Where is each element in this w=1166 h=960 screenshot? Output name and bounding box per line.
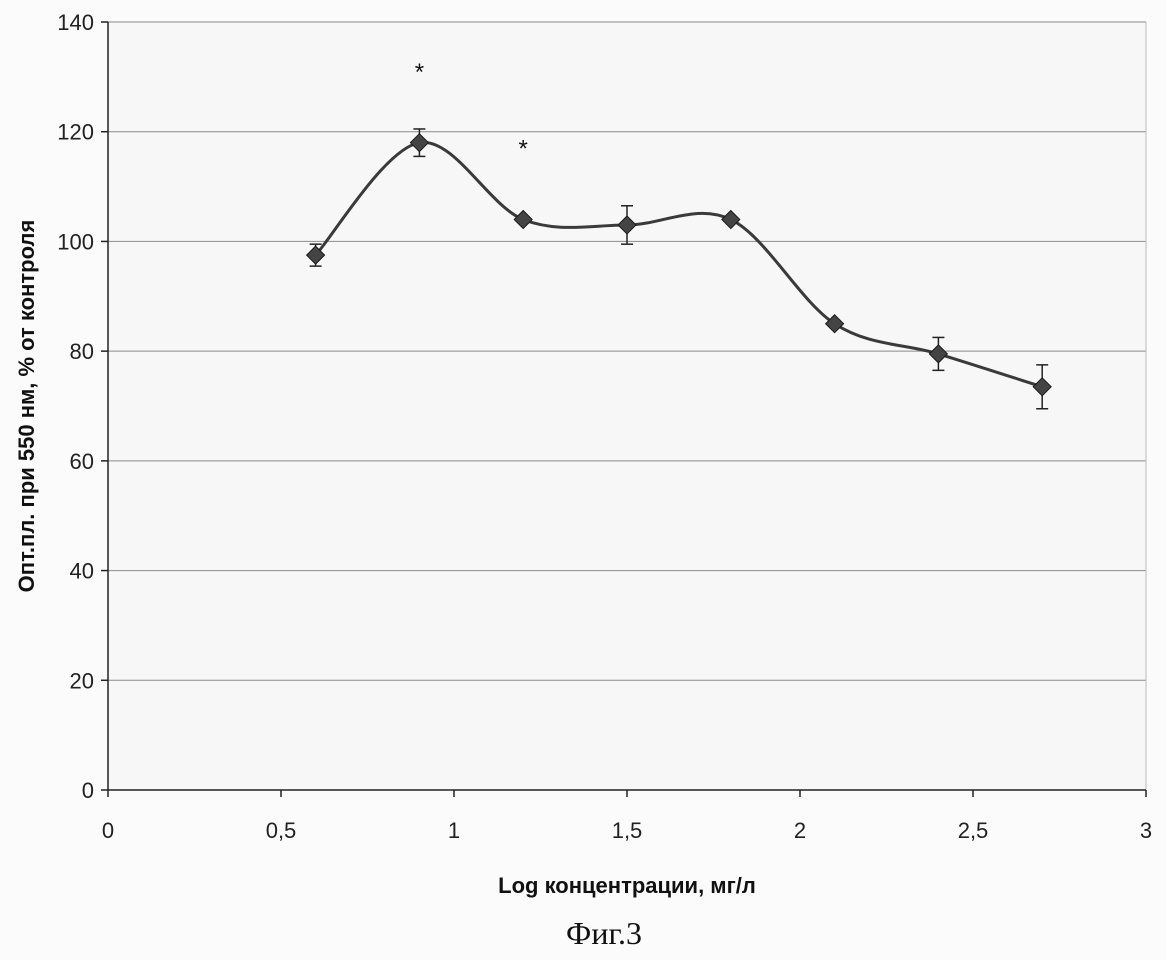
x-tick-label-3: 1,5 — [612, 818, 643, 843]
x-tick-label-6: 3 — [1140, 818, 1152, 843]
significance-marker-1: * — [519, 136, 528, 163]
plot-area — [108, 22, 1146, 790]
x-tick-label-1: 0,5 — [266, 818, 297, 843]
x-axis-title: Log концентрации, мг/л — [498, 873, 756, 898]
y-axis-title: Опт.пл. при 550 нм, % от контроля — [14, 220, 39, 593]
figure-caption: Фиг.3 — [566, 915, 642, 951]
x-tick-label-2: 1 — [448, 818, 460, 843]
x-tick-label-0: 0 — [102, 818, 114, 843]
chart-container: 0 20 40 60 80 100 120 140 0 0,5 1 1,5 2 2,5 3 * * Log к… — [0, 0, 1166, 960]
x-tick-label-5: 2,5 — [958, 818, 989, 843]
y-tick-label-1: 20 — [70, 668, 94, 693]
y-tick-label-6: 120 — [57, 120, 94, 145]
y-tick-label-5: 100 — [57, 229, 94, 254]
y-tick-label-7: 140 — [57, 10, 94, 35]
chart-svg: 0 20 40 60 80 100 120 140 0 0,5 1 1,5 2 2,5 3 * * Log к… — [0, 0, 1166, 960]
significance-marker-0: * — [415, 59, 424, 86]
y-tick-label-2: 40 — [70, 559, 94, 584]
y-tick-label-4: 80 — [70, 339, 94, 364]
x-tick-label-4: 2 — [794, 818, 806, 843]
y-tick-label-3: 60 — [70, 449, 94, 474]
y-tick-label-0: 0 — [82, 778, 94, 803]
